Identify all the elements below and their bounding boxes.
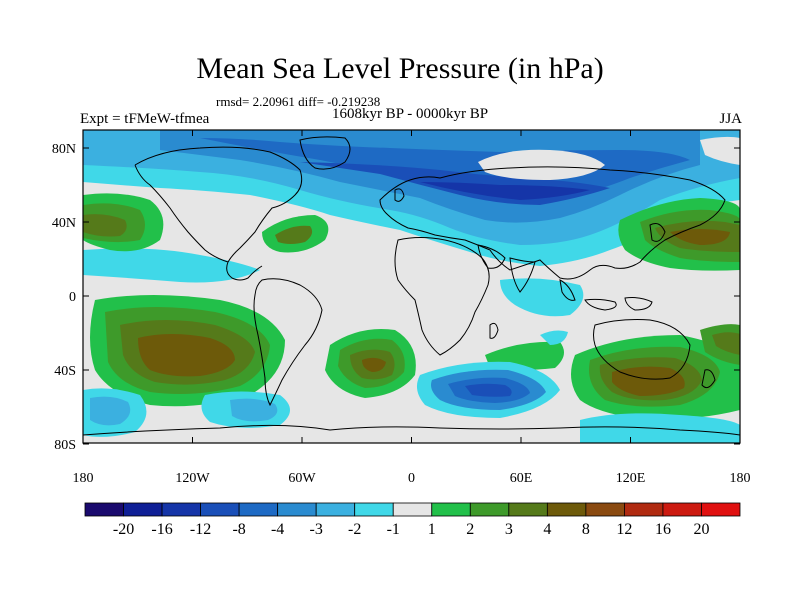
colorbar-label: -1: [387, 521, 400, 538]
lat-tick-label: 40S: [54, 364, 76, 379]
colorbar-swatch: [469, 502, 510, 517]
colorbar-swatch: [701, 502, 741, 517]
experiment-label: Expt = tFMeW-tfmea: [80, 111, 210, 127]
lat-tick-label: 40N: [52, 216, 76, 231]
lon-tick-label: 60E: [510, 471, 533, 486]
colorbar-swatch: [662, 502, 702, 517]
lon-tick-label: 180: [730, 471, 751, 486]
colorbar-swatch: [624, 502, 664, 517]
colorbar-label: -12: [190, 521, 211, 538]
colorbar-swatch: [354, 502, 394, 517]
colorbar-label: 12: [616, 521, 632, 538]
lon-tick-label: 60W: [288, 471, 316, 486]
colorbar-swatch: [238, 502, 279, 517]
australian-high: [571, 324, 740, 420]
colorbar-label: -16: [151, 521, 172, 538]
colorbar-swatch: [84, 502, 124, 517]
colorbar-swatch: [123, 502, 163, 517]
colorbar-label: 16: [655, 521, 671, 538]
season-label: JJA: [719, 111, 742, 127]
colorbar-label: 2: [466, 521, 474, 538]
north-atlantic-high: [262, 215, 329, 253]
stats-line: rmsd= 2.20961 diff= -0.219238: [216, 94, 381, 109]
colorbar-label: -3: [310, 521, 323, 538]
indian-ocean-low: [500, 278, 584, 317]
pacific-low-band: [83, 248, 260, 283]
colorbar-swatch: [546, 502, 587, 517]
colorbar-label: -4: [271, 521, 284, 538]
longitude-axis: 180 120W 60W 0 60E 120E 180: [73, 130, 751, 486]
colorbar-swatch: [431, 502, 471, 517]
lon-tick-label: 120W: [175, 471, 210, 486]
arctic-anomaly-east: [700, 136, 740, 165]
latitude-axis: 80N 40N 0 40S 80S: [52, 142, 740, 453]
colorbar-label: -2: [348, 521, 361, 538]
colorbar-swatch: [315, 502, 356, 517]
colorbar-swatch: [277, 502, 317, 517]
colorbar-swatch: [200, 502, 240, 517]
colorbar-swatch: [161, 502, 201, 517]
south-atlantic-high: [325, 329, 416, 398]
colorbar: -20 -16 -12 -8 -4 -3 -2 -1 1 2 3 4 8 12 16 20: [84, 502, 741, 538]
coastlines: [83, 136, 740, 436]
lon-tick-label: 180: [73, 471, 94, 486]
south-pacific-high: [90, 295, 285, 407]
colorbar-swatch: [508, 502, 548, 517]
lat-tick-label: 80N: [52, 142, 76, 157]
map-title: Mean Sea Level Pressure (in hPa): [196, 52, 604, 85]
colorbar-label: 4: [543, 521, 551, 538]
colorbar-swatch: [585, 502, 625, 517]
indian-ocean-small-low: [540, 330, 568, 345]
lat-tick-label: 80S: [54, 438, 76, 453]
north-pacific-high-west: [83, 193, 164, 252]
colorbar-swatch: [392, 502, 433, 517]
colorbar-label: -8: [232, 521, 245, 538]
colorbar-label: 8: [582, 521, 590, 538]
colorbar-label: 20: [693, 521, 709, 538]
southern-ocean-low-atlantic: [416, 361, 560, 418]
colorbar-label: 1: [428, 521, 436, 538]
lat-tick-label: 0: [69, 290, 76, 305]
lon-tick-label: 120E: [616, 471, 646, 486]
lon-tick-label: 0: [408, 471, 415, 486]
period-subtitle: 1608kyr BP - 0000kyr BP: [331, 106, 489, 122]
colorbar-label: -20: [113, 521, 134, 538]
pressure-field: [83, 130, 740, 443]
arctic-anomaly: [478, 149, 605, 180]
colorbar-label: 3: [505, 521, 513, 538]
